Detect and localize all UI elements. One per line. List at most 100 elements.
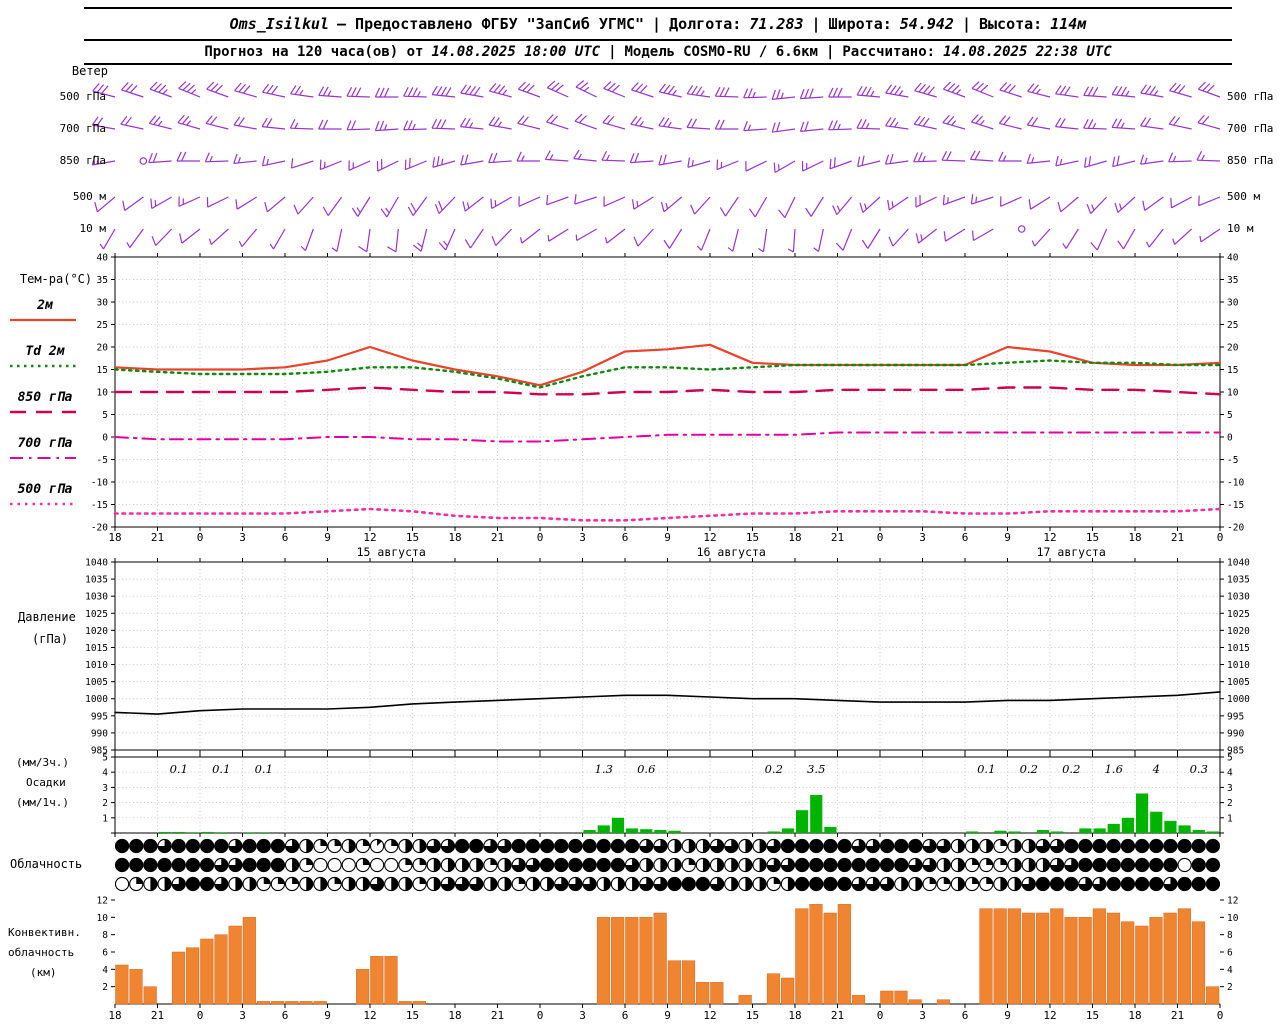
svg-text:1035: 1035 <box>1227 575 1250 586</box>
svg-text:-15: -15 <box>1227 500 1244 511</box>
svg-text:12: 12 <box>1043 531 1056 544</box>
precip-bar <box>1178 825 1191 833</box>
convective-bar <box>1177 908 1191 1005</box>
svg-text:12: 12 <box>363 1009 376 1022</box>
svg-text:15: 15 <box>406 1009 419 1022</box>
provider-text: — Предоставлено ФГБУ "ЗапСиб УГМС" <box>337 15 645 33</box>
svg-text:-10: -10 <box>1227 478 1244 489</box>
legend-label-t850: 850 гПа <box>17 390 73 405</box>
separator: | <box>608 44 617 60</box>
temp-series-500 гПа <box>113 507 1222 522</box>
convective-bar <box>851 995 866 1005</box>
svg-text:18: 18 <box>788 531 801 544</box>
svg-text:0.2: 0.2 <box>765 762 783 776</box>
convective-bar <box>1036 912 1050 1005</box>
svg-text:12: 12 <box>703 531 716 544</box>
svg-text:4: 4 <box>102 768 108 779</box>
precip-bar <box>654 829 667 833</box>
convective-bar <box>1191 921 1206 1005</box>
convective-bar <box>228 925 242 1005</box>
svg-text:2: 2 <box>102 982 108 993</box>
svg-text:21: 21 <box>831 531 844 544</box>
convective-bar <box>681 960 696 1005</box>
convective-bar <box>766 973 781 1005</box>
svg-text:1020: 1020 <box>1227 626 1250 637</box>
convective-bar <box>1135 925 1149 1005</box>
svg-text:10: 10 <box>97 913 109 924</box>
svg-text:15: 15 <box>1086 1009 1099 1022</box>
convective-bar <box>1050 908 1064 1005</box>
convective-bar <box>129 969 143 1005</box>
svg-text:12: 12 <box>1227 896 1238 907</box>
wind-level-700hpa-left: 700 гПа <box>59 122 106 135</box>
svg-text:0.1: 0.1 <box>977 762 995 776</box>
convective-bar <box>738 995 752 1005</box>
svg-text:-20: -20 <box>91 523 108 534</box>
svg-text:9: 9 <box>324 531 331 544</box>
convective-panel: 2 2 4 4 6 6 8 8 10 10 12 12 18 21 0 3 6 9 12 15 18 21 0 3 6 9 12 15… <box>97 896 1239 1023</box>
legend-label-t2m: 2м <box>37 298 53 313</box>
separator: | <box>652 15 662 33</box>
svg-text:20: 20 <box>97 343 109 354</box>
svg-text:18: 18 <box>448 531 461 544</box>
svg-text:1030: 1030 <box>85 592 108 603</box>
svg-text:21: 21 <box>1171 531 1184 544</box>
precip-bar <box>1036 829 1049 833</box>
temp-series-700 гПа <box>114 431 1221 443</box>
calculated-label: Рассчитано: <box>842 44 936 60</box>
altitude-value: 114м <box>1050 15 1087 33</box>
svg-text:1000: 1000 <box>1227 694 1250 705</box>
svg-text:15: 15 <box>746 531 759 544</box>
svg-text:3.5: 3.5 <box>807 762 825 776</box>
svg-text:16 августа: 16 августа <box>697 545 766 559</box>
pressure-panel-units: (гПа) <box>32 632 69 646</box>
model-name: COSMO-RU / 6.6км <box>683 44 818 60</box>
legend-label-t500: 500 гПа <box>17 482 73 497</box>
svg-text:1.6: 1.6 <box>1105 762 1123 776</box>
latitude-value: 54.942 <box>899 15 954 33</box>
svg-text:21: 21 <box>1171 1009 1184 1022</box>
convective-bar <box>186 947 200 1005</box>
svg-text:5: 5 <box>1227 410 1233 421</box>
svg-text:0.1: 0.1 <box>212 762 230 776</box>
svg-text:18: 18 <box>108 1009 121 1022</box>
convective-bar <box>795 908 809 1005</box>
convective-bar <box>1007 908 1021 1005</box>
precip-bar <box>824 826 837 833</box>
svg-text:0: 0 <box>197 531 204 544</box>
precip-bar <box>994 830 1007 833</box>
wind-level-850hpa-left: 850 гПа <box>59 154 106 167</box>
precip-bar <box>201 831 214 833</box>
svg-text:10: 10 <box>97 388 109 399</box>
forecast-start-time: 14.08.2025 18:00 UTC <box>431 44 601 60</box>
svg-text:6: 6 <box>962 1009 969 1022</box>
header-line-2: Прогноз на 120 часа(ов) от 14.08.2025 18… <box>84 41 1232 63</box>
precip-bar <box>1051 831 1064 833</box>
svg-text:1025: 1025 <box>85 609 108 620</box>
convective-bar <box>653 912 667 1005</box>
convective-bar <box>993 908 1007 1005</box>
precip-bar <box>1192 829 1205 833</box>
svg-text:15 августа: 15 августа <box>357 545 426 559</box>
latitude-label: Широта: <box>828 15 892 33</box>
svg-text:21: 21 <box>491 531 504 544</box>
precip-bar <box>243 832 256 833</box>
wind-panel-title: Ветер <box>71 64 108 78</box>
svg-text:1: 1 <box>1227 813 1233 824</box>
svg-text:18: 18 <box>1128 1009 1141 1022</box>
precip-bar <box>1206 831 1219 833</box>
svg-text:6: 6 <box>282 531 289 544</box>
svg-text:3: 3 <box>102 783 108 794</box>
separator: | <box>811 15 821 33</box>
convective-bar <box>171 951 186 1005</box>
convective-bar <box>200 938 214 1005</box>
convective-bar <box>412 1001 426 1005</box>
svg-text:1015: 1015 <box>1227 643 1250 654</box>
svg-text:18: 18 <box>108 531 121 544</box>
svg-text:1035: 1035 <box>85 575 108 586</box>
temp-series-Td 2м <box>113 359 1222 389</box>
legend-label-t700: 700 гПа <box>17 436 73 451</box>
svg-text:18: 18 <box>788 1009 801 1022</box>
header-line-1: Oms_Isilkul — Предоставлено ФГБУ "ЗапСиб… <box>84 9 1232 41</box>
